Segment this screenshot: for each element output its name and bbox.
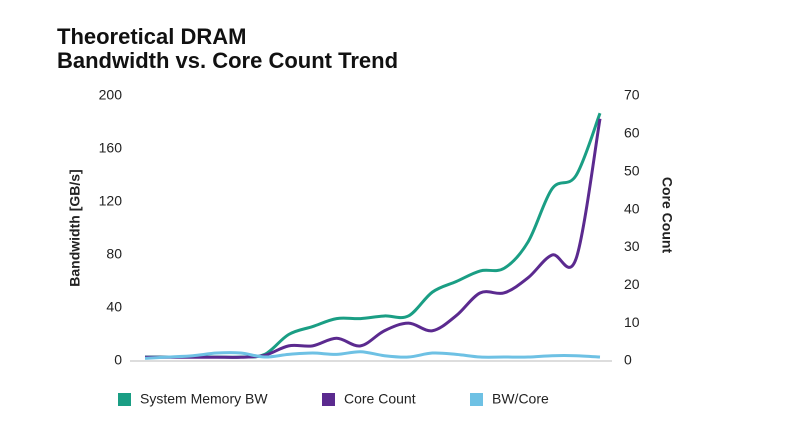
legend-label: System Memory BW — [140, 391, 268, 407]
y-tick-label: 160 — [99, 140, 123, 156]
y-tick-label: 0 — [114, 352, 122, 368]
legend-swatch — [322, 393, 335, 406]
y2-axis-label: Core Count — [659, 177, 675, 254]
y2-tick-label: 50 — [624, 162, 640, 178]
y2-tick-label: 0 — [624, 352, 632, 368]
series-line — [144, 112, 602, 359]
series-line — [144, 350, 601, 360]
y-axis-label: Bandwidth [GB/s] — [67, 169, 83, 286]
chart-title: Bandwidth vs. Core Count Trend — [57, 48, 398, 73]
y2-tick-label: 70 — [624, 87, 640, 103]
legend-label: Core Count — [344, 391, 416, 407]
y2-tick-label: 60 — [624, 125, 640, 141]
y-tick-label: 120 — [99, 193, 123, 209]
series-line — [145, 118, 602, 359]
y2-tick-label: 20 — [624, 276, 640, 292]
y-tick-label: 200 — [99, 87, 123, 103]
legend-swatch — [118, 393, 131, 406]
y-tick-label: 40 — [106, 299, 122, 315]
legend-label: BW/Core — [492, 391, 549, 407]
chart-title: Theoretical DRAM — [57, 24, 246, 49]
y2-tick-label: 40 — [624, 200, 640, 216]
legend-swatch — [470, 393, 483, 406]
y2-tick-label: 10 — [624, 314, 640, 330]
y-tick-label: 80 — [106, 246, 122, 262]
y2-tick-label: 30 — [624, 238, 640, 254]
